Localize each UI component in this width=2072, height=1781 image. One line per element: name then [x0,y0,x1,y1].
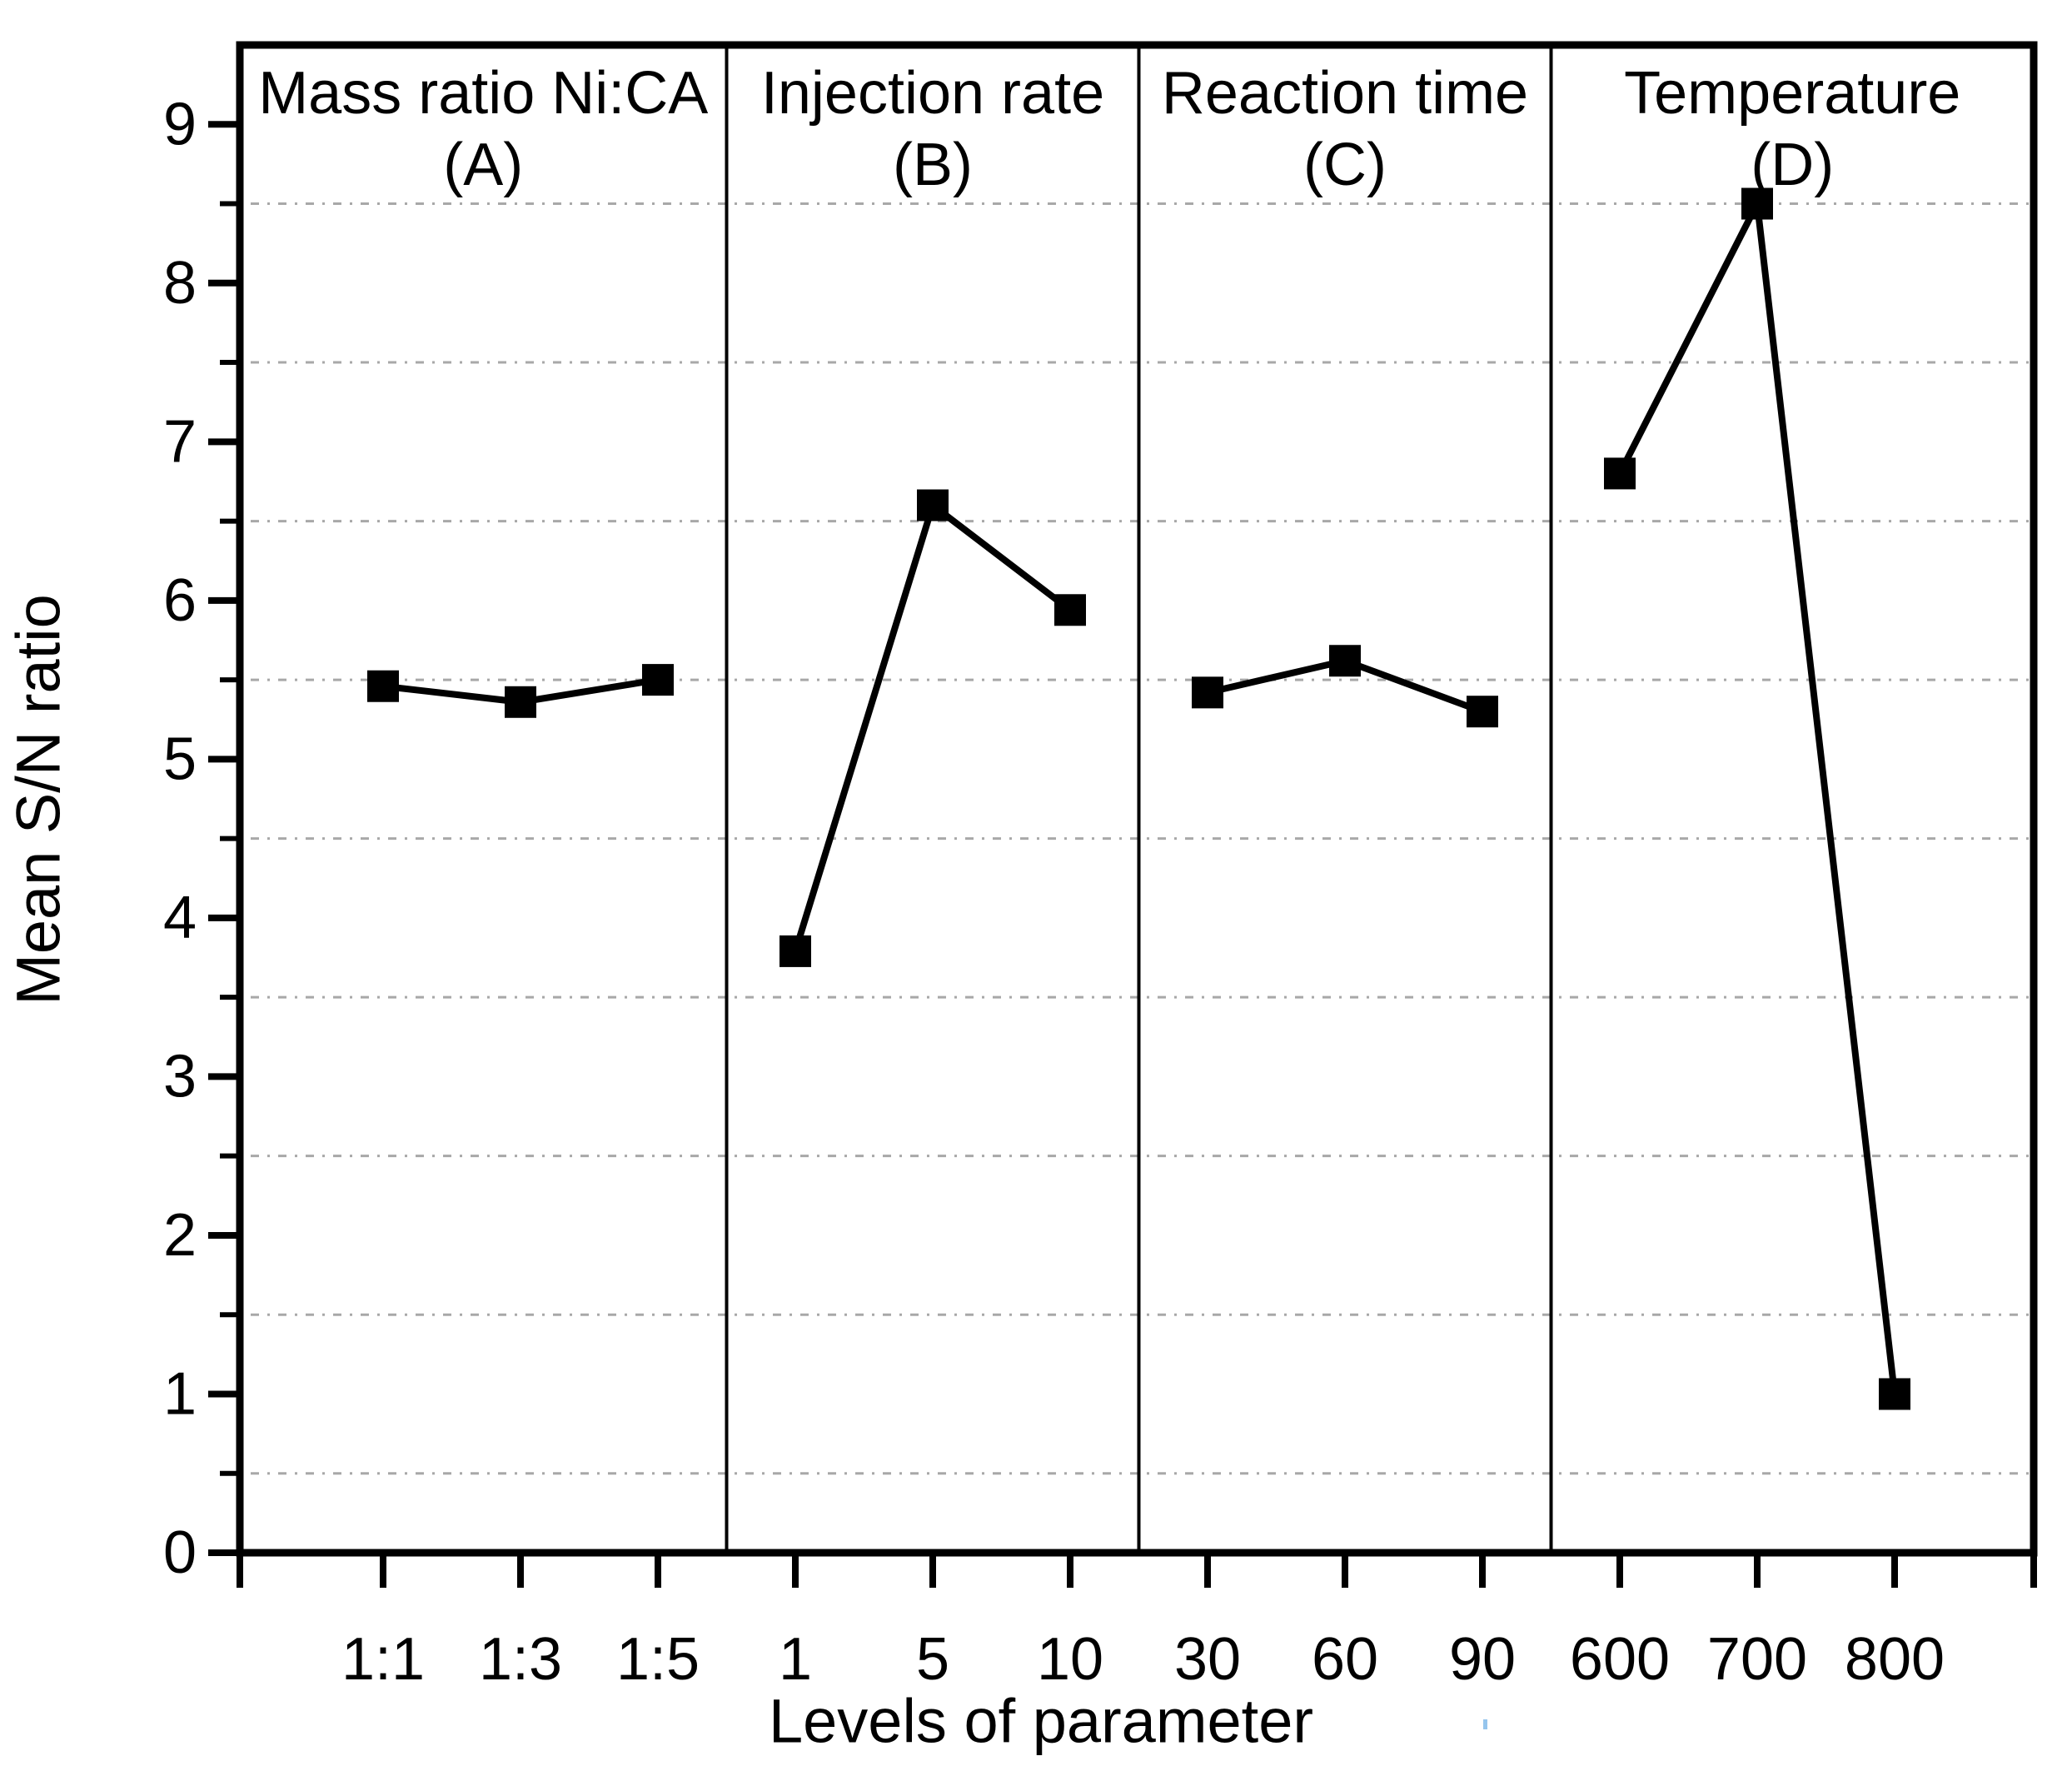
y-tick-label: 9 [163,91,197,157]
x-tick-label: 10 [1037,1626,1103,1693]
y-tick-label: 1 [163,1360,197,1427]
panel-tag: (C) [1303,132,1387,198]
y-tick-label: 2 [163,1202,197,1269]
x-tick-label: 5 [916,1626,949,1693]
series-line [792,499,1073,953]
panel-title: Mass ratio Ni:CA [258,60,708,127]
panel-tag: (A) [443,132,523,198]
x-tick-label: 600 [1570,1626,1670,1693]
y-axis-label: Mean S/N ratio [4,594,73,1005]
panel-title: Injection rate [761,60,1104,127]
panel-tag: (D) [1751,132,1834,198]
x-tick-label: 1:5 [616,1626,700,1693]
x-tick-label: 30 [1174,1626,1241,1693]
y-tick-label: 6 [163,567,197,634]
series-line [1616,192,1898,1394]
data-point-marker [1879,1378,1910,1410]
data-point-marker [779,935,811,967]
y-tick-label: 3 [163,1043,197,1110]
x-tick-label: 1:1 [341,1626,425,1693]
panel-title: Reaction time [1162,60,1528,127]
data-point-marker [367,670,399,702]
data-point-marker [505,686,536,718]
y-tick-label: 4 [163,885,197,951]
y-tick-label: 8 [163,250,197,317]
artifact-speck [1483,1719,1487,1729]
data-point-marker [642,664,674,696]
panel-tag: (B) [893,132,973,198]
y-tick-label: 5 [163,726,197,792]
x-tick-label: 800 [1845,1626,1945,1693]
data-point-marker [1192,676,1223,709]
plot-frame [236,41,2038,1557]
y-tick-label: 7 [163,408,197,475]
panel-title: Temperature [1624,60,1960,127]
data-point-marker [1741,187,1773,220]
data-point-marker [917,489,949,521]
x-tick-label: 90 [1449,1626,1516,1693]
data-point-marker [1054,594,1086,626]
y-tick-label: 0 [163,1519,197,1586]
x-tick-label: 1 [779,1626,812,1693]
x-axis-label: Levels of parameter [769,1687,1313,1756]
x-tick-label: 700 [1707,1626,1807,1693]
x-tick-label: 60 [1312,1626,1378,1693]
data-point-marker [1604,457,1636,490]
x-tick-label: 1:3 [479,1626,562,1693]
data-point-marker [1329,645,1361,677]
data-point-marker [1467,696,1498,728]
